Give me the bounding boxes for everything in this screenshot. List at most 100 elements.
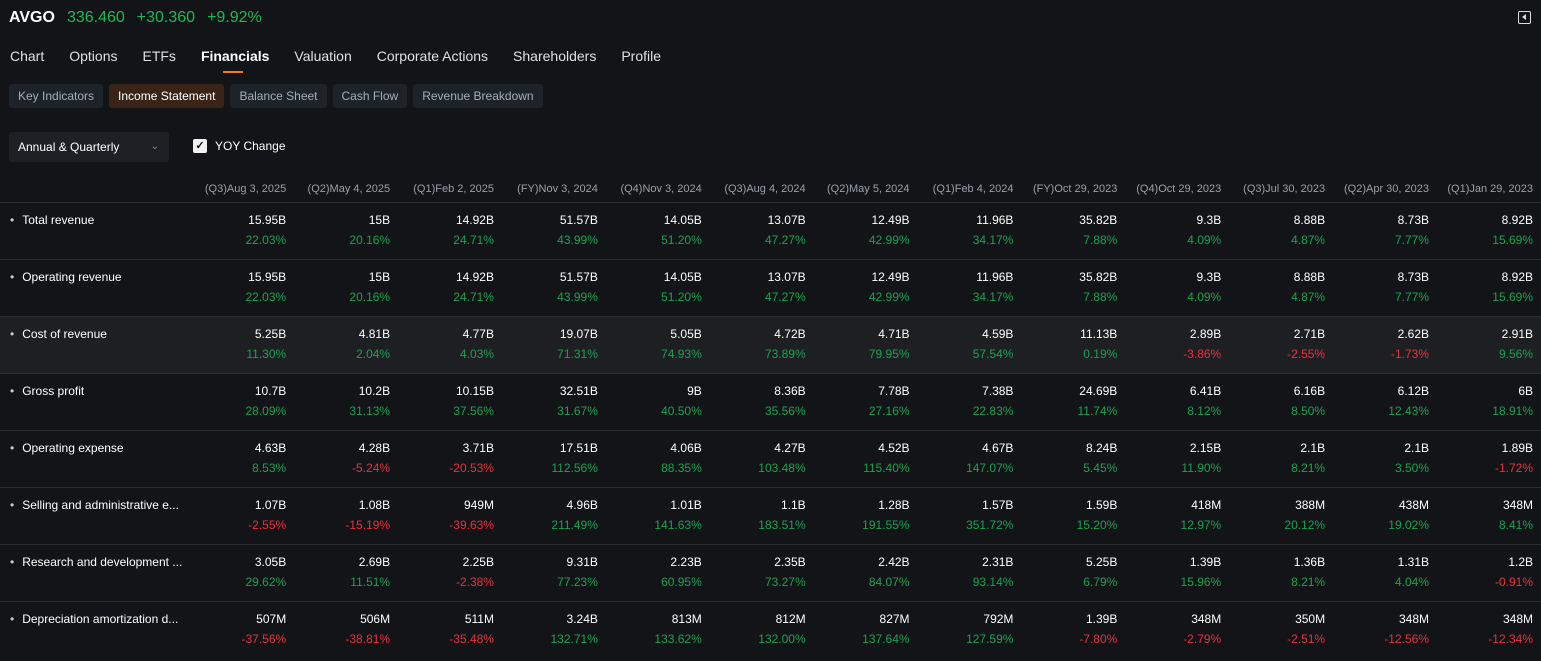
cell-value: 1.57B: [982, 497, 1014, 512]
cell-yoy-change: 3.50%: [1394, 460, 1429, 475]
table-cell: 1.1B 183.51%: [709, 486, 814, 544]
tab-financials[interactable]: Financials: [201, 48, 269, 73]
cell-value: 813M: [671, 611, 702, 626]
table-cell: 9.3B 4.09%: [1125, 201, 1230, 259]
row-label[interactable]: Research and development ...: [0, 543, 191, 601]
table-cell: 1.2B -0.91%: [1437, 543, 1541, 601]
row-label[interactable]: Selling and administrative e...: [0, 486, 191, 544]
subtab-cash-flow[interactable]: Cash Flow: [332, 84, 408, 108]
subtab-balance-sheet[interactable]: Balance Sheet: [230, 84, 327, 108]
cell-yoy-change: 71.31%: [557, 346, 598, 361]
table-row[interactable]: Cost of revenue 5.25B 11.30% 4.81B 2.04% 4.77…: [0, 315, 1541, 373]
table-cell: 8.36B 35.56%: [709, 372, 814, 430]
cell-yoy-change: 183.51%: [758, 517, 806, 532]
table-cell: 14.92B 24.71%: [398, 258, 502, 316]
row-label[interactable]: Gross profit: [0, 372, 191, 430]
cell-yoy-change: 132.71%: [550, 631, 598, 646]
table-row[interactable]: Operating revenue 15.95B 22.03% 15B 20.16% 14…: [0, 258, 1541, 316]
main-tabs: Chart Options ETFs Financials Valuation Corpo…: [10, 48, 661, 73]
cell-yoy-change: 4.04%: [1394, 574, 1429, 589]
table-cell: 1.39B -7.80%: [1021, 600, 1126, 658]
collapse-panel-icon[interactable]: [1518, 11, 1531, 24]
cell-yoy-change: 84.07%: [868, 574, 910, 589]
subtab-key-indicators[interactable]: Key Indicators: [9, 84, 104, 108]
cell-yoy-change: 4.03%: [459, 346, 494, 361]
cell-yoy-change: 15.20%: [1076, 517, 1118, 532]
cell-value: 827M: [879, 611, 910, 626]
column-header: (Q1)Feb 2, 2025: [413, 182, 494, 195]
chevron-down-icon: ⌄: [150, 141, 159, 152]
cell-yoy-change: 12.43%: [1388, 403, 1429, 418]
tab-options[interactable]: Options: [69, 48, 118, 64]
table-cell: 350M -2.51%: [1229, 600, 1334, 658]
period-select[interactable]: Annual & Quarterly ⌄: [9, 132, 169, 162]
cell-value: 11.96B: [976, 212, 1014, 227]
table-cell: 6B 18.91%: [1437, 372, 1541, 430]
table-cell: 348M -12.56%: [1333, 600, 1437, 658]
cell-value: 12.49B: [871, 212, 910, 227]
tab-corporate-actions[interactable]: Corporate Actions: [376, 48, 489, 64]
cell-yoy-change: 4.87%: [1291, 232, 1326, 247]
table-cell: 9.3B 4.09%: [1125, 258, 1230, 316]
tab-shareholders[interactable]: Shareholders: [513, 48, 597, 64]
cell-value: 348M: [1398, 611, 1429, 626]
cell-yoy-change: 42.99%: [868, 232, 910, 247]
cell-value: 2.1B: [1300, 440, 1326, 455]
yoy-change-checkbox[interactable]: ✓ YOY Change: [193, 139, 286, 153]
row-label[interactable]: Total revenue: [0, 201, 191, 259]
cell-value: 4.67B: [982, 440, 1014, 455]
cell-value: 1.39B: [1085, 611, 1118, 626]
row-label[interactable]: Operating expense: [0, 429, 191, 487]
tab-etfs[interactable]: ETFs: [142, 48, 176, 64]
cell-value: 15B: [368, 212, 391, 227]
cell-yoy-change: 43.99%: [557, 289, 598, 304]
table-row[interactable]: Operating expense 4.63B 8.53% 4.28B -5.24% 3.…: [0, 429, 1541, 487]
table-cell: 348M -12.34%: [1437, 600, 1541, 658]
table-cell: 8.73B 7.77%: [1333, 201, 1437, 259]
subtab-income-statement[interactable]: Income Statement: [109, 84, 225, 108]
table-cell: 4.81B 2.04%: [294, 315, 399, 373]
cell-value: 9.31B: [566, 554, 598, 569]
cell-value: 4.77B: [462, 326, 494, 341]
table-row[interactable]: Research and development ... 3.05B 29.62% 2…: [0, 543, 1541, 601]
row-label[interactable]: Cost of revenue: [0, 315, 191, 373]
table-cell: 15.95B 22.03%: [190, 201, 295, 259]
tab-valuation[interactable]: Valuation: [294, 48, 352, 64]
table-cell: 4.77B 4.03%: [398, 315, 502, 373]
cell-yoy-change: -0.91%: [1494, 574, 1533, 589]
table-row[interactable]: Depreciation amortization d... 507M -37.56…: [0, 600, 1541, 658]
cell-value: 13.07B: [767, 212, 806, 227]
cell-value: 4.63B: [254, 440, 287, 455]
row-label[interactable]: Operating revenue: [0, 258, 191, 316]
table-row[interactable]: Selling and administrative e... 1.07B -2.5…: [0, 486, 1541, 544]
cell-value: 2.89B: [1189, 326, 1222, 341]
table-row[interactable]: Gross profit 10.7B 28.09% 10.2B 31.13% 10.15B…: [0, 372, 1541, 430]
cell-yoy-change: 27.16%: [868, 403, 910, 418]
tab-chart[interactable]: Chart: [10, 48, 45, 64]
cell-value: 1.89B: [1501, 440, 1533, 455]
table-row[interactable]: Total revenue 15.95B 22.03% 15B 20.16% 14.92B…: [0, 201, 1541, 259]
table-cell: 2.31B 93.14%: [917, 543, 1022, 601]
cell-value: 5.05B: [670, 326, 702, 341]
row-label[interactable]: Depreciation amortization d...: [0, 600, 191, 658]
subtab-revenue-breakdown[interactable]: Revenue Breakdown: [413, 84, 543, 108]
cell-yoy-change: 40.50%: [661, 403, 702, 418]
cell-yoy-change: -12.56%: [1384, 631, 1429, 646]
cell-yoy-change: 20.16%: [349, 289, 391, 304]
cell-value: 6.12B: [1397, 383, 1429, 398]
cell-value: 511M: [464, 611, 494, 626]
cell-yoy-change: 133.62%: [654, 631, 702, 646]
table-cell: 792M 127.59%: [917, 600, 1022, 658]
table-cell: 9B 40.50%: [605, 372, 710, 430]
yoy-change-label: YOY Change: [215, 139, 286, 153]
checkbox-checked-icon[interactable]: ✓: [193, 139, 207, 153]
column-header: (Q4)Oct 29, 2023: [1136, 182, 1222, 195]
cell-value: 51.57B: [559, 269, 598, 284]
cell-value: 812M: [775, 611, 806, 626]
cell-value: 4.52B: [878, 440, 910, 455]
column-header: (Q3)Aug 3, 2025: [204, 182, 287, 195]
table-cell: 4.06B 88.35%: [605, 429, 710, 487]
cell-value: 9B: [687, 383, 702, 398]
cell-value: 4.81B: [358, 326, 391, 341]
tab-profile[interactable]: Profile: [621, 48, 662, 64]
